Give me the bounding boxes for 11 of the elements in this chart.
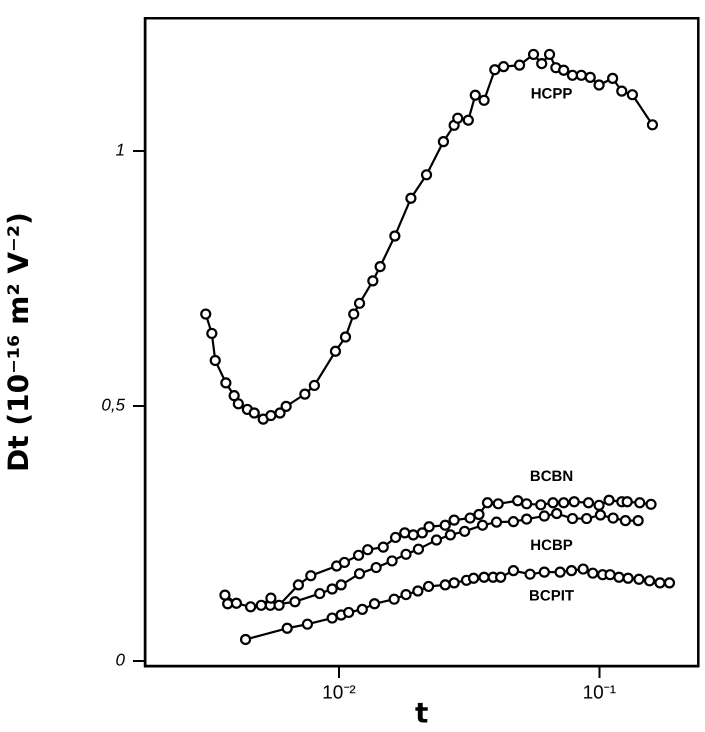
series-label: BCBN bbox=[530, 468, 574, 485]
x-axis-title: t bbox=[414, 696, 428, 730]
series-label: BCPIT bbox=[529, 587, 574, 604]
y-axis-title: Dt (10⁻¹⁶ m² V⁻²) bbox=[2, 212, 36, 472]
y-tick-label: 1 bbox=[116, 140, 125, 160]
y-tick-label: 0 bbox=[116, 650, 126, 670]
series-label: HCBP bbox=[530, 537, 573, 554]
y-tick-label: 0,5 bbox=[101, 396, 126, 415]
x-tick-label: 10⁻² bbox=[322, 682, 356, 704]
series-label: HCPP bbox=[530, 86, 572, 103]
x-tick-label: 10⁻¹ bbox=[582, 682, 616, 704]
